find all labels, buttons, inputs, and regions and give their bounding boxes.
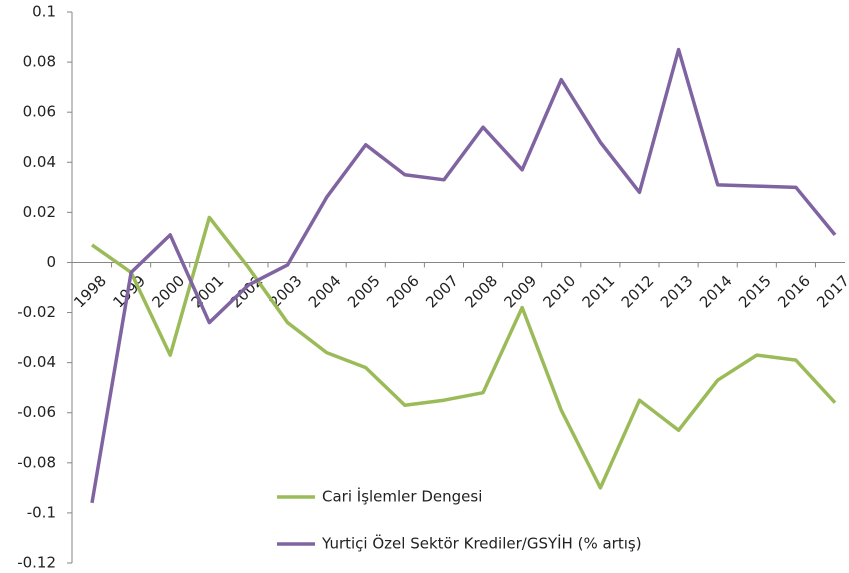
- legend-label: Cari İşlemler Dengesi: [322, 487, 482, 506]
- x-tick-label: 2006: [383, 272, 423, 312]
- y-tick-label: -0.06: [17, 403, 56, 421]
- series-line: [90, 215, 837, 490]
- x-tick-label: 2014: [696, 272, 736, 312]
- y-tick-label: 0.06: [23, 103, 56, 121]
- y-tick-label: 0.08: [23, 53, 56, 71]
- x-tick-label: 2013: [657, 272, 697, 312]
- y-tick-label: 0.04: [23, 153, 56, 171]
- y-tick-label: -0.02: [17, 303, 56, 321]
- y-tick-label: 0: [46, 253, 56, 271]
- x-tick-label: 2007: [422, 272, 462, 312]
- x-tick-label: 2010: [540, 272, 580, 312]
- x-tick-label: 2011: [579, 272, 619, 312]
- y-tick-label: -0.08: [17, 453, 56, 471]
- x-tick-label: 2000: [148, 272, 188, 312]
- y-tick-label: 0.02: [23, 203, 56, 221]
- x-tick-label: 2004: [305, 272, 345, 312]
- y-tick-label: -0.1: [27, 503, 56, 521]
- x-tick-label: 2017: [813, 272, 849, 312]
- x-tick-label: 2012: [618, 272, 658, 312]
- legend-label: Yurtiçi Özel Sektör Krediler/GSYİH (% ar…: [321, 534, 642, 553]
- series-line: [90, 47, 837, 504]
- x-tick-label: 2016: [774, 272, 814, 312]
- x-tick-label: 2015: [735, 272, 775, 312]
- x-tick-label: 1998: [70, 272, 110, 312]
- x-tick-label: 2008: [461, 272, 501, 312]
- y-tick-label: -0.04: [17, 353, 56, 371]
- x-tick-label: 2009: [500, 272, 540, 312]
- y-tick-label: 0.1: [32, 3, 56, 21]
- x-tick-label: 2003: [266, 272, 306, 312]
- x-tick-label: 2005: [344, 272, 384, 312]
- y-tick-label: -0.12: [17, 554, 56, 572]
